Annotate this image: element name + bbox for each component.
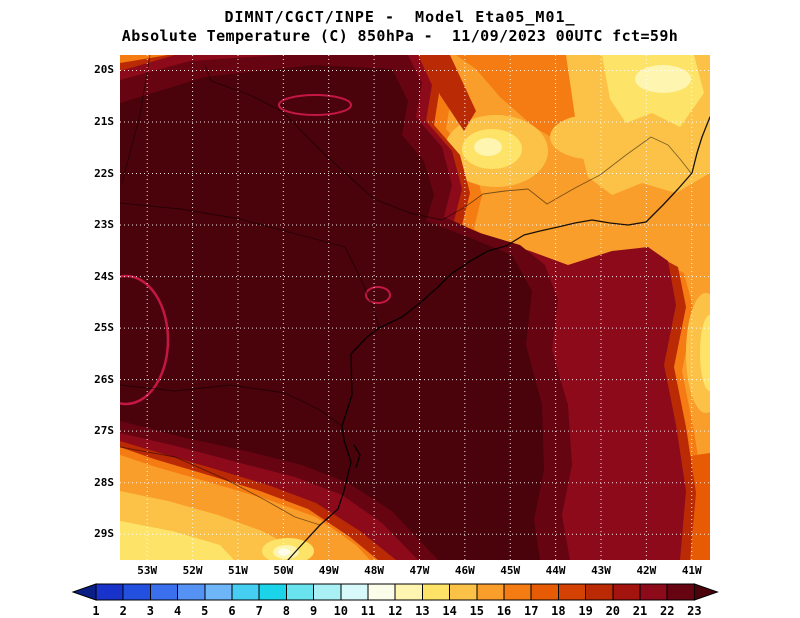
colorbar-segment bbox=[367, 583, 396, 601]
warm-contour-ring-west bbox=[120, 274, 170, 406]
colorbar-tick-label: 20 bbox=[606, 604, 620, 618]
colorbar-segment bbox=[557, 583, 587, 601]
colorbar-tick-label: 3 bbox=[147, 604, 154, 618]
temp-fill-east-yellow bbox=[700, 315, 710, 391]
lon-tick-label: 52W bbox=[182, 564, 203, 577]
colorbar-segment bbox=[585, 583, 614, 601]
lat-tick-label: 26S bbox=[94, 372, 114, 386]
colorbar-tick-label: 15 bbox=[470, 604, 484, 618]
colorbar-segment bbox=[313, 583, 342, 601]
lat-tick-label: 24S bbox=[94, 269, 114, 283]
colorbar-tick-label: 11 bbox=[361, 604, 375, 618]
colorbar-segment bbox=[122, 583, 151, 601]
temp-fill-mantiqueira-pale bbox=[474, 138, 502, 156]
colorbar-segment bbox=[503, 583, 532, 601]
colorbar-tick-label: 19 bbox=[578, 604, 592, 618]
colorbar-tick-label: 13 bbox=[415, 604, 429, 618]
lat-tick-label: 29S bbox=[94, 527, 114, 541]
lon-tick-label: 50W bbox=[273, 564, 294, 577]
temp-fill-sw-yellow bbox=[120, 521, 234, 560]
colorbar-tick-label: 17 bbox=[524, 604, 538, 618]
lat-tick-label: 25S bbox=[94, 321, 114, 335]
colorbar-tick-label: 7 bbox=[256, 604, 263, 618]
colorbar-tick-label: 4 bbox=[174, 604, 181, 618]
temp-fill-red-streak bbox=[426, 55, 476, 131]
colorbar-tick-label: 23 bbox=[687, 604, 701, 618]
colorbar-tick-label: 5 bbox=[201, 604, 208, 618]
colorbar-tick-label: 12 bbox=[388, 604, 402, 618]
temp-fill-ne-pale bbox=[635, 65, 691, 93]
page-title: DIMNT/CGCT/INPE - Model Eta05_M01_ bbox=[224, 8, 576, 26]
lat-tick-label: 21S bbox=[94, 114, 114, 128]
lat-tick-label: 20S bbox=[94, 63, 114, 77]
lon-tick-label: 48W bbox=[364, 564, 385, 577]
warm-contour-ring-center bbox=[365, 286, 391, 304]
coastline bbox=[287, 116, 710, 560]
lat-tick-label: 23S bbox=[94, 218, 114, 232]
warm-contour-ring-north bbox=[278, 94, 352, 116]
temperature-map-canvas bbox=[120, 55, 710, 560]
colorbar-segment bbox=[449, 583, 478, 601]
colorbar-arrow-left bbox=[71, 583, 97, 601]
colorbar-tick-label: 21 bbox=[633, 604, 647, 618]
lon-tick-label: 41W bbox=[681, 564, 702, 577]
colorbar-tick-label: 1 bbox=[92, 604, 99, 618]
colorbar-arrow-right bbox=[693, 583, 719, 601]
colorbar-segment bbox=[149, 583, 179, 601]
lat-tick-label: 28S bbox=[94, 475, 114, 489]
colorbar-tick-label: 2 bbox=[120, 604, 127, 618]
colorbar-tick-label: 9 bbox=[310, 604, 317, 618]
colorbar-segment bbox=[285, 583, 315, 601]
temp-fill-23 bbox=[120, 65, 544, 560]
lon-tick-label: 46W bbox=[454, 564, 475, 577]
temperature-colorbar: 1 2 3 4 5 6 7 8 9 10 11 12 13 14 15 16 17 18 19 20 21 22 23 bbox=[71, 583, 719, 618]
colorbar-tick-label: 14 bbox=[442, 604, 456, 618]
lon-tick-label: 45W bbox=[500, 564, 521, 577]
colorbar-segment bbox=[177, 583, 206, 601]
lon-tick-label: 44W bbox=[545, 564, 566, 577]
colorbar-segment bbox=[95, 583, 124, 601]
colorbar-segment bbox=[421, 583, 451, 601]
temp-fill-sw-spot-white bbox=[278, 548, 290, 556]
colorbar-tick-label: 10 bbox=[334, 604, 348, 618]
colorbar-segment bbox=[204, 583, 233, 601]
lon-tick-label: 53W bbox=[137, 564, 158, 577]
colorbar-tick-label: 18 bbox=[551, 604, 565, 618]
colorbar-segment bbox=[231, 583, 260, 601]
colorbar-tick-label: 8 bbox=[283, 604, 290, 618]
colorbar-segment bbox=[340, 583, 369, 601]
lat-tick-label: 22S bbox=[94, 166, 114, 180]
lon-tick-label: 51W bbox=[228, 564, 248, 577]
temp-fill-ne-gold2 bbox=[550, 115, 630, 159]
colorbar-segment bbox=[258, 583, 287, 601]
colorbar-segment bbox=[530, 583, 559, 601]
lat-tick-label: 27S bbox=[94, 424, 114, 438]
colorbar-tick-label: 6 bbox=[228, 604, 235, 618]
colorbar-segment bbox=[394, 583, 423, 601]
lon-tick-label: 49W bbox=[318, 564, 339, 577]
lat-lon-gridlines bbox=[120, 55, 710, 560]
colorbar-tick-label: 22 bbox=[660, 604, 674, 618]
temp-fill-top-orange bbox=[456, 55, 584, 147]
colorbar-segment bbox=[612, 583, 641, 601]
colorbar-tick-label: 16 bbox=[497, 604, 511, 618]
colorbar-segment bbox=[476, 583, 505, 601]
colorbar-segment bbox=[666, 583, 695, 601]
colorbar-segment bbox=[639, 583, 668, 601]
state-borders bbox=[120, 55, 692, 526]
lon-tick-label: 42W bbox=[636, 564, 657, 577]
lon-tick-label: 47W bbox=[409, 564, 430, 577]
lon-tick-label: 43W bbox=[591, 564, 611, 577]
page-subtitle: Absolute Temperature (C) 850hPa - 11/09/… bbox=[121, 27, 679, 45]
